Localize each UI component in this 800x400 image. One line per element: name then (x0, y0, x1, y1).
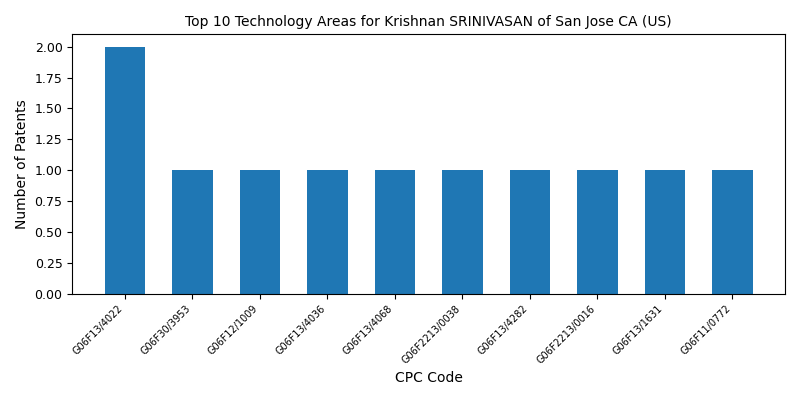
Title: Top 10 Technology Areas for Krishnan SRINIVASAN of San Jose CA (US): Top 10 Technology Areas for Krishnan SRI… (186, 15, 672, 29)
Bar (712, 170, 753, 294)
Bar (240, 170, 280, 294)
Bar (307, 170, 348, 294)
Bar (577, 170, 618, 294)
Bar (105, 47, 145, 294)
Bar (374, 170, 415, 294)
Bar (172, 170, 213, 294)
Bar (442, 170, 482, 294)
X-axis label: CPC Code: CPC Code (394, 371, 462, 385)
Bar (510, 170, 550, 294)
Bar (645, 170, 685, 294)
Y-axis label: Number of Patents: Number of Patents (15, 99, 29, 229)
